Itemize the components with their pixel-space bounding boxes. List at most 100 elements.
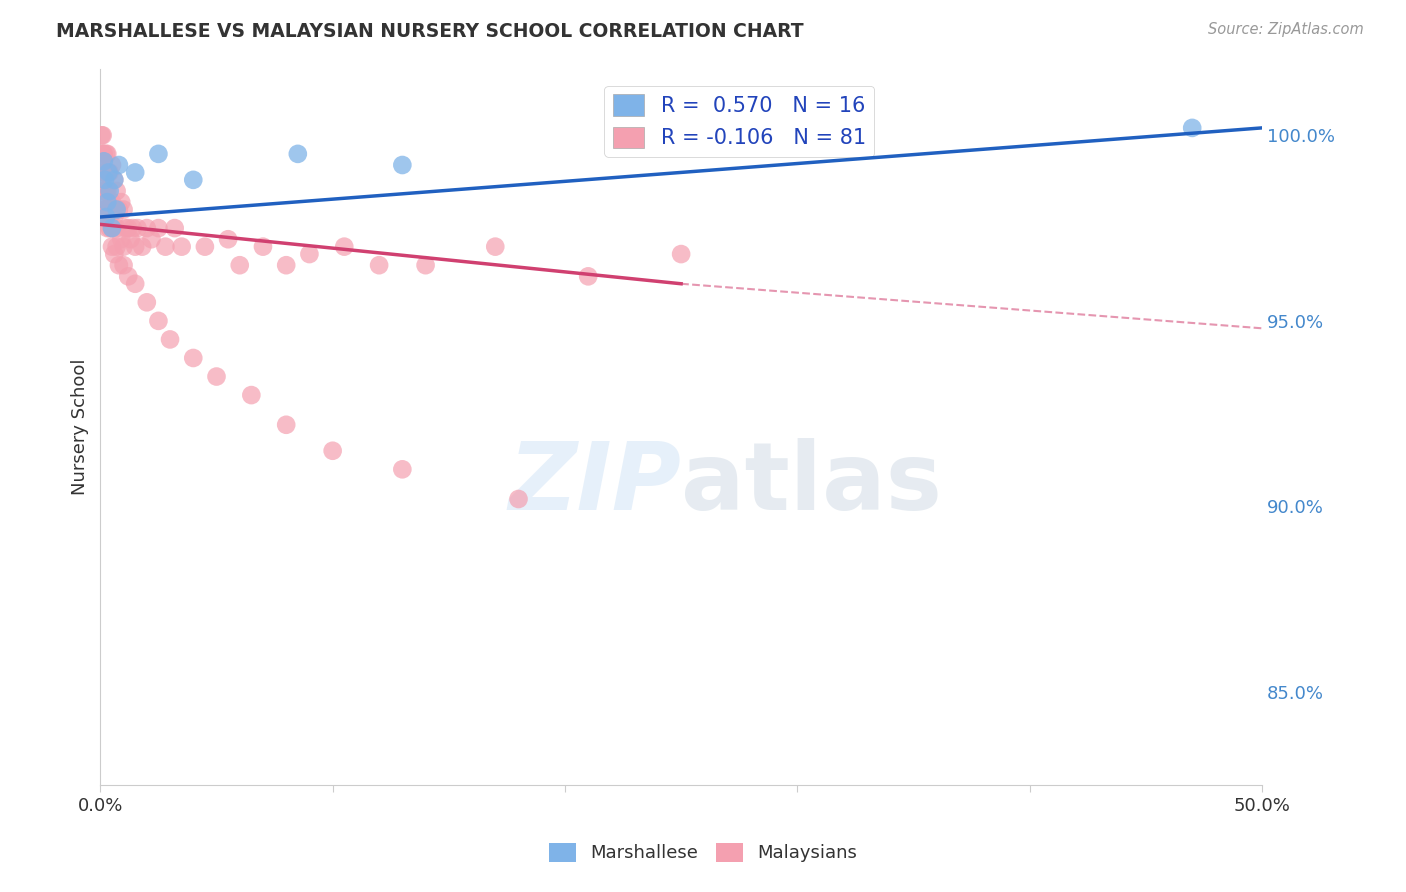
Point: [91, 165, 114, 179]
Point: [108, 158, 131, 172]
Point: [94, 184, 117, 198]
Point: [105, 240, 128, 254]
Point: [96, 221, 118, 235]
Point: [98, 165, 121, 179]
Point: [91, 184, 114, 198]
Point: [101, 195, 124, 210]
Point: [90, 128, 112, 143]
Point: [96, 184, 118, 198]
Point: [181, 351, 204, 365]
Point: [135, 295, 157, 310]
Text: atlas: atlas: [681, 438, 942, 530]
Text: Source: ZipAtlas.com: Source: ZipAtlas.com: [1208, 22, 1364, 37]
Point: [1181, 120, 1204, 135]
Point: [96, 147, 118, 161]
Point: [112, 258, 135, 272]
Point: [96, 210, 118, 224]
Point: [110, 232, 132, 246]
Point: [131, 240, 153, 254]
Point: [194, 240, 217, 254]
Point: [276, 417, 298, 432]
Point: [391, 158, 413, 172]
Point: [94, 202, 117, 217]
Point: [105, 184, 128, 198]
Point: [103, 173, 125, 187]
Point: [103, 210, 125, 224]
Point: [98, 202, 121, 217]
Point: [96, 210, 118, 224]
Point: [93, 147, 115, 161]
Point: [163, 221, 186, 235]
Point: [148, 147, 170, 161]
Point: [148, 221, 170, 235]
Point: [122, 221, 145, 235]
Point: [98, 221, 121, 235]
Point: [124, 277, 146, 291]
Point: [252, 240, 274, 254]
Point: [91, 147, 114, 161]
Point: [91, 147, 114, 161]
Point: [98, 184, 121, 198]
Point: [91, 165, 114, 179]
Point: [94, 165, 117, 179]
Point: [101, 158, 124, 172]
Point: [97, 195, 120, 210]
Legend: Marshallese, Malaysians: Marshallese, Malaysians: [541, 836, 865, 870]
Point: [101, 240, 124, 254]
Point: [240, 388, 263, 402]
Point: [96, 184, 118, 198]
Point: [96, 147, 118, 161]
Point: [217, 232, 239, 246]
Point: [110, 195, 132, 210]
Point: [298, 247, 321, 261]
Point: [105, 221, 128, 235]
Point: [576, 269, 599, 284]
Y-axis label: Nursery School: Nursery School: [72, 359, 89, 495]
Point: [93, 184, 115, 198]
Point: [117, 269, 139, 284]
Point: [105, 202, 128, 217]
Point: [103, 247, 125, 261]
Point: [108, 202, 131, 217]
Point: [94, 202, 117, 217]
Point: [91, 128, 114, 143]
Point: [112, 240, 135, 254]
Point: [97, 165, 120, 179]
Point: [94, 173, 117, 187]
Point: [93, 165, 115, 179]
Point: [117, 221, 139, 235]
Point: [287, 147, 309, 161]
Point: [333, 240, 356, 254]
Point: [98, 210, 121, 224]
Point: [508, 491, 530, 506]
Point: [124, 165, 146, 179]
Point: [368, 258, 391, 272]
Point: [108, 258, 131, 272]
Point: [205, 369, 228, 384]
Point: [101, 221, 124, 235]
Point: [155, 240, 177, 254]
Point: [127, 221, 149, 235]
Point: [148, 314, 170, 328]
Point: [103, 173, 125, 187]
Point: [159, 333, 181, 347]
Legend: R =  0.570   N = 16, R = -0.106   N = 81: R = 0.570 N = 16, R = -0.106 N = 81: [605, 87, 875, 157]
Point: [484, 240, 506, 254]
Text: MARSHALLESE VS MALAYSIAN NURSERY SCHOOL CORRELATION CHART: MARSHALLESE VS MALAYSIAN NURSERY SCHOOL …: [56, 22, 804, 41]
Point: [120, 232, 142, 246]
Point: [415, 258, 437, 272]
Point: [112, 202, 135, 217]
Point: [322, 443, 344, 458]
Point: [97, 165, 120, 179]
Point: [96, 165, 118, 179]
Point: [170, 240, 193, 254]
Point: [93, 154, 115, 169]
Point: [101, 221, 124, 235]
Point: [229, 258, 252, 272]
Point: [391, 462, 413, 476]
Point: [181, 173, 204, 187]
Point: [135, 221, 157, 235]
Point: [141, 232, 163, 246]
Point: [124, 240, 146, 254]
Point: [669, 247, 692, 261]
